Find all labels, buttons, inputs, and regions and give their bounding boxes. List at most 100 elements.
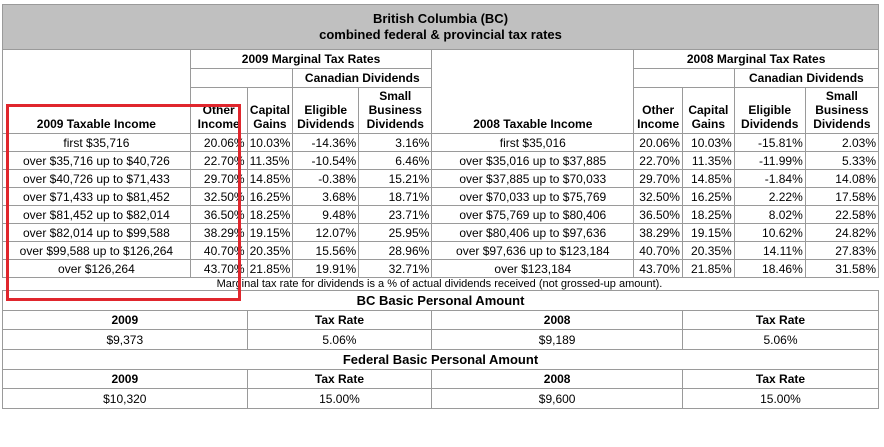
table-row: over $35,716 up to $40,726 22.70% 11.35%… [2,151,880,170]
header-income-2008: 2008 Taxable Income [431,49,635,134]
federal-year-2008: 2008 [431,369,683,389]
capital-gains-2008-cell: 14.85% [681,169,735,188]
capital-gains-2008-cell: 21.85% [681,259,735,278]
income-2008-cell: over $123,184 [431,259,635,278]
header-canadian-dividends-2009: Canadian Dividends [292,68,433,88]
eligible-dividends-2009-cell: 15.56% [292,241,360,260]
table-row: over $126,264 43.70% 21.85% 19.91% 32.71… [2,259,880,278]
header-capital-gains-2008: Capital Gains [681,87,735,134]
eligible-dividends-2009-cell: 3.68% [292,187,360,206]
capital-gains-2009-cell: 21.85% [246,259,294,278]
title-line-1: British Columbia (BC) [372,11,509,26]
income-2009-cell: first $35,716 [2,133,191,152]
other-income-2009-cell: 20.06% [189,133,248,152]
other-income-2009-cell: 43.70% [189,259,248,278]
income-2009-cell: over $71,433 up to $81,452 [2,187,191,206]
capital-gains-2009-cell: 18.25% [246,205,294,224]
bc-basic-title: BC Basic Personal Amount [2,290,879,311]
table-row: over $82,014 up to $99,588 38.29% 19.15%… [2,223,880,242]
income-2009-cell: over $35,716 up to $40,726 [2,151,191,170]
capital-gains-2009-cell: 19.15% [246,223,294,242]
capital-gains-2008-cell: 19.15% [681,223,735,242]
header-blank-2009 [189,68,294,88]
eligible-dividends-2008-cell: -15.81% [733,133,806,152]
eligible-dividends-2008-cell: -1.84% [733,169,806,188]
bc-year-2008: 2008 [431,310,683,330]
income-2008-cell: over $80,406 up to $97,636 [431,223,635,242]
bc-rate-2009: 5.06% [246,329,433,350]
small-business-2009-cell: 28.96% [358,241,433,260]
income-2008-cell: over $70,033 up to $75,769 [431,187,635,206]
eligible-dividends-2008-cell: 2.22% [733,187,806,206]
header-other-income-2009: Other Income [189,87,248,134]
table-row: over $81,452 up to $82,014 36.50% 18.25%… [2,205,880,224]
other-income-2008-cell: 32.50% [633,187,683,206]
table-row: over $40,726 up to $71,433 29.70% 14.85%… [2,169,880,188]
bc-tax-rate-header-2009: Tax Rate [246,310,433,330]
federal-basic-title: Federal Basic Personal Amount [2,349,879,370]
small-business-2009-cell: 3.16% [358,133,433,152]
small-business-2008-cell: 22.58% [804,205,880,224]
header-rates-2008: 2008 Marginal Tax Rates [633,49,879,69]
table-row: first $35,716 20.06% 10.03% -14.36% 3.16… [2,133,880,152]
bc-rate-2008: 5.06% [681,329,880,350]
capital-gains-2008-cell: 20.35% [681,241,735,260]
bc-tax-rate-header-2008: Tax Rate [681,310,880,330]
small-business-2009-cell: 23.71% [358,205,433,224]
income-2008-cell: over $37,885 up to $70,033 [431,169,635,188]
table-row: over $99,588 up to $126,264 40.70% 20.35… [2,241,880,260]
other-income-2008-cell: 36.50% [633,205,683,224]
other-income-2008-cell: 38.29% [633,223,683,242]
other-income-2008-cell: 29.70% [633,169,683,188]
small-business-2009-cell: 15.21% [358,169,433,188]
tax-rates-table: British Columbia (BC) combined federal &… [2,4,880,409]
federal-amount-2008: $9,600 [431,388,683,409]
federal-tax-rate-header-2008: Tax Rate [681,369,880,389]
bc-amount-2009: $9,373 [2,329,248,350]
capital-gains-2009-cell: 16.25% [246,187,294,206]
eligible-dividends-2009-cell: -10.54% [292,151,360,170]
federal-rate-2009: 15.00% [246,388,433,409]
title-line-2: combined federal & provincial tax rates [319,27,562,42]
income-2008-cell: over $35,016 up to $37,885 [431,151,635,170]
other-income-2008-cell: 40.70% [633,241,683,260]
header-eligible-dividends-2008: Eligible Dividends [733,87,806,134]
header-rates-2009: 2009 Marginal Tax Rates [189,49,433,69]
eligible-dividends-2008-cell: 18.46% [733,259,806,278]
small-business-2009-cell: 25.95% [358,223,433,242]
federal-rate-2008: 15.00% [681,388,880,409]
federal-tax-rate-header-2009: Tax Rate [246,369,433,389]
capital-gains-2008-cell: 11.35% [681,151,735,170]
header-income-2009: 2009 Taxable Income [2,49,191,134]
eligible-dividends-2008-cell: 14.11% [733,241,806,260]
federal-year-2009: 2009 [2,369,248,389]
dividend-note: Marginal tax rate for dividends is a % o… [216,277,663,290]
income-2008-cell: over $75,769 up to $80,406 [431,205,635,224]
other-income-2009-cell: 36.50% [189,205,248,224]
header-other-income-2008: Other Income [633,87,683,134]
income-2009-cell: over $81,452 up to $82,014 [2,205,191,224]
federal-amount-2009: $10,320 [2,388,248,409]
other-income-2008-cell: 22.70% [633,151,683,170]
income-2009-cell: over $126,264 [2,259,191,278]
bc-year-2009: 2009 [2,310,248,330]
small-business-2008-cell: 31.58% [804,259,880,278]
income-2009-cell: over $40,726 up to $71,433 [2,169,191,188]
capital-gains-2009-cell: 10.03% [246,133,294,152]
header-capital-gains-2009: Capital Gains [246,87,294,134]
income-2008-cell: over $97,636 up to $123,184 [431,241,635,260]
small-business-2008-cell: 17.58% [804,187,880,206]
eligible-dividends-2009-cell: -0.38% [292,169,360,188]
other-income-2009-cell: 38.29% [189,223,248,242]
small-business-2008-cell: 24.82% [804,223,880,242]
capital-gains-2008-cell: 18.25% [681,205,735,224]
header-eligible-dividends-2009: Eligible Dividends [292,87,360,134]
small-business-2009-cell: 6.46% [358,151,433,170]
income-2008-cell: first $35,016 [431,133,635,152]
eligible-dividends-2008-cell: 8.02% [733,205,806,224]
other-income-2009-cell: 22.70% [189,151,248,170]
other-income-2009-cell: 40.70% [189,241,248,260]
small-business-2008-cell: 2.03% [804,133,880,152]
other-income-2009-cell: 32.50% [189,187,248,206]
